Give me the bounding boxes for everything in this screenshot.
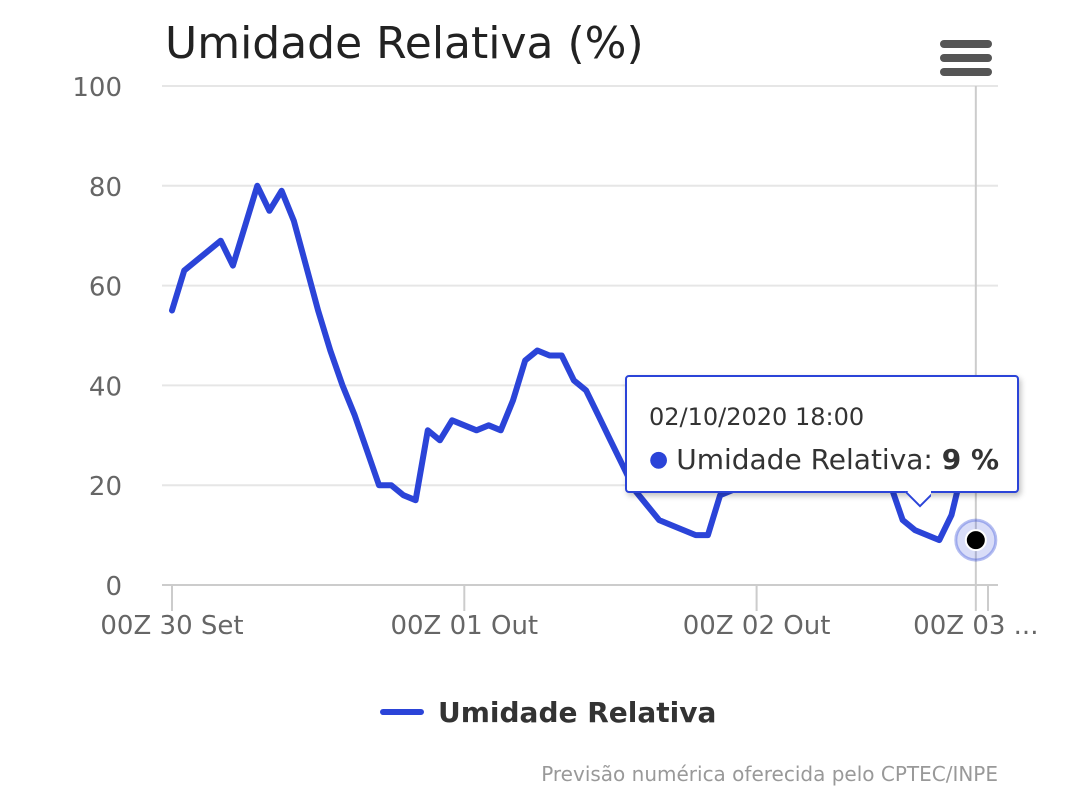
y-tick-label: 80 xyxy=(89,173,122,203)
menu-bar xyxy=(940,54,992,62)
axes: 0 20 40 60 80 100 00Z 30 Set 00Z 01 Out 00Z 02 O… xyxy=(72,73,1038,641)
series-layer[interactable] xyxy=(169,182,998,562)
highlighted-point-marker xyxy=(964,529,987,552)
tooltip-date: 02/10/2020 18:00 xyxy=(649,403,865,431)
x-tick-label: 00Z 03 ... xyxy=(913,611,1038,641)
tooltip-pointer xyxy=(905,491,931,517)
x-tick-label: 00Z 30 Set xyxy=(100,611,243,641)
x-tick-label: 00Z 02 Out xyxy=(683,611,831,641)
grid-lines xyxy=(162,85,998,586)
hamburger-menu-icon[interactable] xyxy=(940,40,992,80)
tooltip-value-line: ● Umidade Relativa: 9 % xyxy=(649,443,999,476)
x-tick-label: 00Z 01 Out xyxy=(390,611,538,641)
legend-line-icon xyxy=(380,709,424,715)
menu-bar xyxy=(940,40,992,48)
y-tick-label: 60 xyxy=(89,273,122,303)
menu-bar xyxy=(940,68,992,76)
legend-item[interactable]: Umidade Relativa xyxy=(380,692,716,732)
tooltip-series-label: Umidade Relativa: xyxy=(676,443,942,476)
tooltip: 02/10/2020 18:00 ● Umidade Relativa: 9 % xyxy=(625,375,1019,493)
y-tick-label: 0 xyxy=(105,572,122,602)
tooltip-value: 9 % xyxy=(941,443,1000,476)
credits[interactable]: Previsão numérica oferecida pelo CPTEC/I… xyxy=(541,762,998,786)
y-tick-label: 20 xyxy=(89,472,122,502)
y-tick-label: 100 xyxy=(72,73,122,103)
y-tick-label: 40 xyxy=(89,372,122,402)
series-dot-icon: ● xyxy=(649,447,669,472)
legend-label: Umidade Relativa xyxy=(438,695,717,729)
chart-title: Umidade Relativa (%) xyxy=(165,18,644,69)
